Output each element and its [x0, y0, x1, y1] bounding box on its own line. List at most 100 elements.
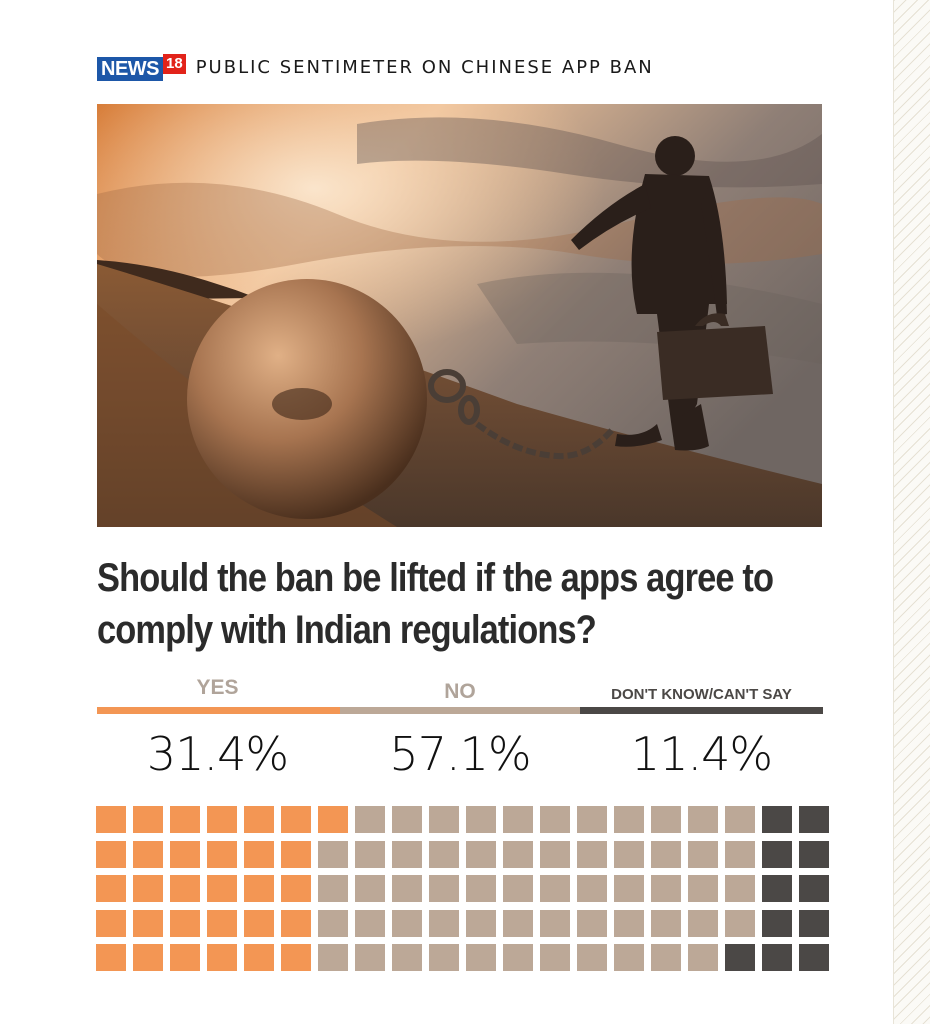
- waffle-cell-no: [614, 944, 644, 971]
- waffle-cell-no: [540, 909, 570, 937]
- waffle-cell-yes: [281, 944, 311, 971]
- waffle-cell-yes: [207, 909, 237, 937]
- waffle-cell-no: [725, 840, 755, 868]
- waffle-cell-no: [466, 840, 496, 868]
- waffle-cell-no: [540, 944, 570, 971]
- waffle-cell-yes: [207, 944, 237, 971]
- waffle-cell-dont-know: [799, 806, 829, 833]
- waffle-cell-dont-know: [799, 944, 829, 971]
- waffle-cell-yes: [281, 840, 311, 868]
- waffle-cell-yes: [133, 944, 163, 971]
- waffle-cell-no: [614, 875, 644, 902]
- waffle-cell-yes: [281, 875, 311, 902]
- waffle-cell-yes: [170, 840, 200, 868]
- rule-no: [340, 707, 580, 714]
- waffle-cell-no: [355, 909, 385, 937]
- waffle-chart: [96, 806, 832, 972]
- waffle-cell-yes: [170, 944, 200, 971]
- waffle-cell-no: [651, 806, 681, 833]
- waffle-cell-dont-know: [762, 944, 792, 971]
- waffle-cell-no: [429, 806, 459, 833]
- waffle-cell-dont-know: [762, 806, 792, 833]
- waffle-cell-no: [688, 840, 718, 868]
- waffle-cell-no: [577, 840, 607, 868]
- waffle-cell-no: [503, 944, 533, 971]
- waffle-cell-no: [466, 909, 496, 937]
- waffle-cell-yes: [170, 875, 200, 902]
- waffle-cell-dont-know: [799, 840, 829, 868]
- waffle-cell-no: [466, 875, 496, 902]
- waffle-cell-yes: [244, 875, 274, 902]
- waffle-cell-yes: [170, 909, 200, 937]
- waffle-cell-no: [466, 944, 496, 971]
- waffle-cell-no: [392, 806, 422, 833]
- waffle-cell-no: [725, 806, 755, 833]
- logo-number: 18: [163, 54, 186, 74]
- waffle-cell-no: [503, 806, 533, 833]
- waffle-cell-no: [614, 909, 644, 937]
- waffle-cell-no: [540, 840, 570, 868]
- waffle-cell-no: [614, 840, 644, 868]
- news18-logo: NEWS 18: [97, 53, 186, 81]
- waffle-cell-dont-know: [762, 840, 792, 868]
- waffle-cell-yes: [207, 875, 237, 902]
- waffle-cell-no: [318, 840, 348, 868]
- value-no: 57.1%: [389, 727, 531, 781]
- waffle-cell-no: [429, 944, 459, 971]
- waffle-cell-no: [429, 840, 459, 868]
- waffle-cell-no: [392, 944, 422, 971]
- waffle-cell-yes: [244, 806, 274, 833]
- label-dont-know: DON'T KNOW/CAN'T SAY: [611, 686, 792, 703]
- waffle-cell-yes: [133, 909, 163, 937]
- waffle-cell-no: [355, 840, 385, 868]
- waffle-cell-yes: [207, 806, 237, 833]
- waffle-cell-no: [392, 875, 422, 902]
- waffle-cell-dont-know: [799, 909, 829, 937]
- waffle-cell-yes: [170, 806, 200, 833]
- waffle-cell-no: [429, 909, 459, 937]
- waffle-cell-yes: [96, 944, 126, 971]
- waffle-cell-no: [725, 875, 755, 902]
- waffle-cell-no: [355, 875, 385, 902]
- waffle-cell-no: [503, 909, 533, 937]
- waffle-cell-yes: [133, 875, 163, 902]
- poll-question: Should the ban be lifted if the apps agr…: [97, 556, 774, 652]
- waffle-cell-dont-know: [725, 944, 755, 971]
- waffle-cell-no: [688, 875, 718, 902]
- waffle-cell-no: [503, 840, 533, 868]
- businessman-with-ball-and-chain-photo: [97, 104, 822, 527]
- waffle-cell-no: [392, 909, 422, 937]
- waffle-cell-no: [651, 840, 681, 868]
- waffle-cell-no: [577, 875, 607, 902]
- waffle-cell-no: [392, 840, 422, 868]
- waffle-cell-no: [614, 806, 644, 833]
- waffle-cell-yes: [318, 806, 348, 833]
- waffle-cell-no: [651, 875, 681, 902]
- waffle-cell-no: [355, 944, 385, 971]
- waffle-cell-yes: [96, 909, 126, 937]
- decorative-hatched-strip: [893, 0, 930, 1024]
- waffle-cell-dont-know: [799, 875, 829, 902]
- waffle-cell-no: [688, 909, 718, 937]
- waffle-cell-no: [688, 944, 718, 971]
- logo-text: NEWS: [97, 57, 163, 81]
- waffle-cell-no: [725, 909, 755, 937]
- waffle-cell-yes: [244, 909, 274, 937]
- waffle-cell-no: [318, 909, 348, 937]
- waffle-cell-yes: [133, 840, 163, 868]
- waffle-cell-no: [577, 806, 607, 833]
- waffle-cell-no: [651, 944, 681, 971]
- waffle-cell-no: [577, 909, 607, 937]
- waffle-cell-yes: [96, 840, 126, 868]
- waffle-cell-no: [429, 875, 459, 902]
- label-yes: YES: [196, 676, 239, 699]
- page-title: PUBLIC SENTIMETER ON CHINESE APP BAN: [195, 56, 654, 78]
- waffle-cell-dont-know: [762, 875, 792, 902]
- waffle-cell-no: [540, 875, 570, 902]
- value-yes: 31.4%: [146, 727, 289, 781]
- label-no: NO: [444, 680, 476, 703]
- waffle-cell-dont-know: [762, 909, 792, 937]
- waffle-cell-no: [318, 944, 348, 971]
- rule-yes: [97, 707, 340, 714]
- value-dont-know: 11.4%: [630, 727, 773, 781]
